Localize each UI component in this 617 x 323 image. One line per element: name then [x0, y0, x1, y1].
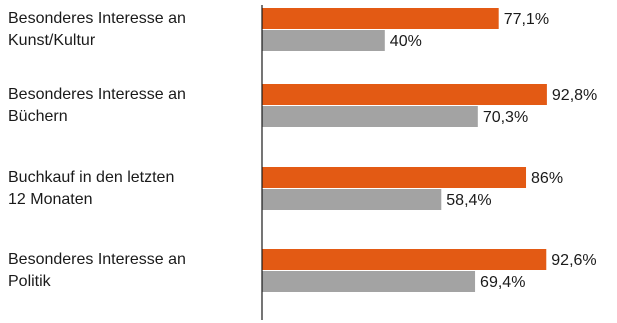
value-label-besonderes-interesse-an-kunst-kultur-series-2: 40% [390, 33, 422, 50]
category-label-line: Besonderes Interesse an [8, 10, 186, 27]
category-label-buchkauf-in-den-letzten-12-monaten: Buchkauf in den letzten 12 Monaten [8, 169, 174, 208]
category-label-line: 12 Monaten [8, 191, 93, 208]
category-label-line: Kunst/Kultur [8, 32, 96, 49]
value-label-besonderes-interesse-an-politik-series-2: 69,4% [480, 274, 525, 291]
value-labels: 77,1% 40% 92,8% 70,3% 86% 58,4% 92,6% 69,4% [390, 11, 597, 291]
bar-besonderes-interesse-an-politik-series-2 [262, 271, 476, 292]
category-label-besonderes-interesse-an-kunst-kultur: Besonderes Interesse an Kunst/Kultur [8, 10, 186, 49]
value-label-besonderes-interesse-an-kunst-kultur-series-1: 77,1% [504, 11, 549, 28]
bar-buchkauf-in-den-letzten-12-monaten-series-2 [262, 189, 442, 210]
category-label-besonderes-interesse-an-politik: Besonderes Interesse an Politik [8, 251, 186, 290]
bar-besonderes-interesse-an-kunst-kultur-series-2 [262, 30, 385, 51]
value-label-buchkauf-in-den-letzten-12-monaten-series-2: 58,4% [446, 192, 491, 209]
category-label-line: Buchkauf in den letzten [8, 169, 174, 186]
bar-besonderes-interesse-an-buechern-series-1 [262, 84, 547, 105]
value-label-besonderes-interesse-an-buechern-series-2: 70,3% [483, 109, 528, 126]
bars [262, 8, 547, 292]
bar-besonderes-interesse-an-kunst-kultur-series-1 [262, 8, 499, 29]
category-labels: Besonderes Interesse an Kunst/KulturBeson… [8, 10, 186, 290]
category-label-line: Politik [8, 273, 52, 290]
value-label-buchkauf-in-den-letzten-12-monaten-series-1: 86% [531, 170, 563, 187]
category-label-line: Besonderes Interesse an [8, 86, 186, 103]
bar-buchkauf-in-den-letzten-12-monaten-series-1 [262, 167, 527, 188]
value-label-besonderes-interesse-an-buechern-series-1: 92,8% [552, 87, 597, 104]
category-label-besonderes-interesse-an-buechern: Besonderes Interesse an Büchern [8, 86, 186, 125]
category-label-line: Besonderes Interesse an [8, 251, 186, 268]
category-label-line: Büchern [8, 108, 68, 125]
bar-besonderes-interesse-an-buechern-series-2 [262, 106, 478, 127]
bar-besonderes-interesse-an-politik-series-1 [262, 249, 547, 270]
value-label-besonderes-interesse-an-politik-series-1: 92,6% [551, 252, 596, 269]
